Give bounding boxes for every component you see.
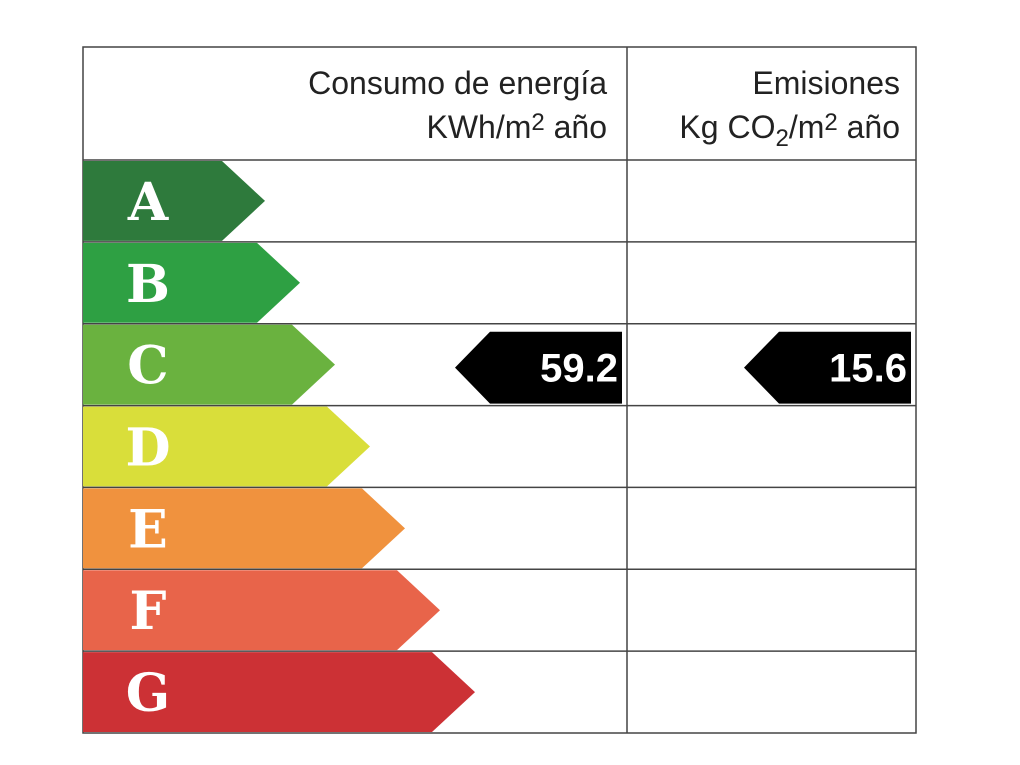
result-value: 59.2 xyxy=(540,347,618,391)
rating-arrow xyxy=(83,570,440,651)
rating-letter: B xyxy=(126,254,170,315)
result-arrow xyxy=(455,331,622,404)
rating-letter: D xyxy=(125,418,170,479)
rating-letter: A xyxy=(127,172,169,233)
unit-sup: 2 xyxy=(824,109,837,136)
rating-letter: G xyxy=(126,663,170,724)
emissions-title: Emisiones xyxy=(752,65,900,101)
rating-letter: E xyxy=(128,499,168,560)
rating-arrow xyxy=(83,652,475,732)
unit-part: KWh/m xyxy=(426,109,531,145)
rating-arrow xyxy=(83,242,300,323)
unit-part: /m xyxy=(789,109,825,145)
rating-arrow xyxy=(83,324,335,405)
unit-sup: 2 xyxy=(531,109,544,136)
unit-part: Kg CO xyxy=(679,109,775,145)
rating-arrow xyxy=(83,488,405,569)
energy-unit: KWh/m2 año xyxy=(426,109,607,145)
result-arrow xyxy=(744,331,911,404)
rating-letter: C xyxy=(127,336,168,397)
rating-letter: F xyxy=(130,581,167,642)
unit-part: año xyxy=(545,109,607,145)
unit-part: año xyxy=(838,109,900,145)
rating-arrow xyxy=(83,161,265,241)
unit-sub: 2 xyxy=(775,125,788,152)
emissions-unit: Kg CO2/m2 año xyxy=(679,109,900,152)
rating-arrow xyxy=(83,406,370,487)
energy-title: Consumo de energía xyxy=(308,65,607,101)
result-value: 15.6 xyxy=(829,347,907,391)
